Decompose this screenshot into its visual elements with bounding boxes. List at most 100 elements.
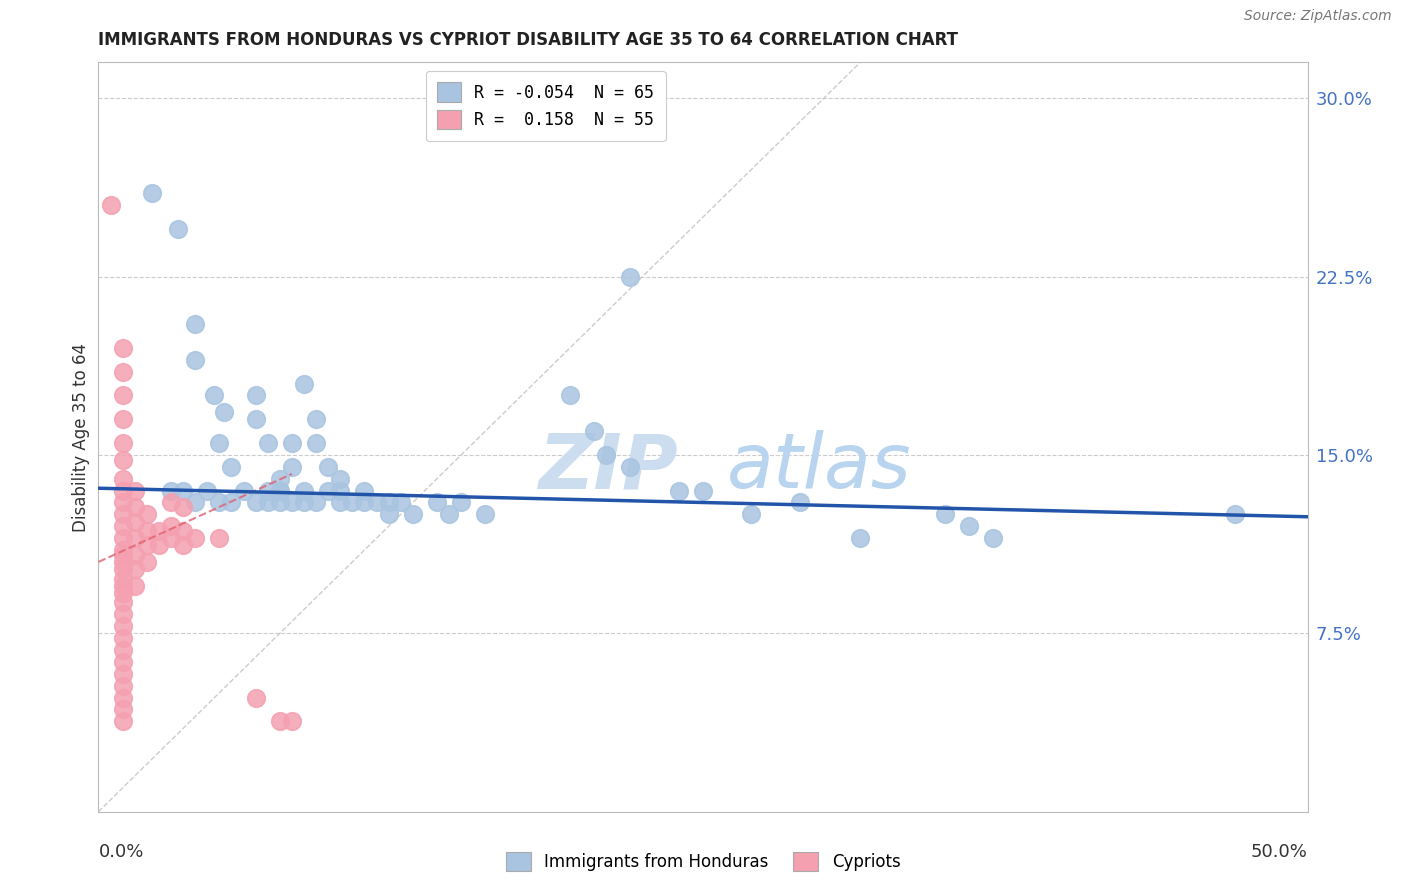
- Point: [245, 690, 267, 705]
- Point: [111, 619, 134, 633]
- Point: [377, 508, 399, 522]
- Point: [141, 186, 163, 201]
- Point: [111, 495, 134, 509]
- Point: [934, 508, 956, 522]
- Point: [366, 495, 388, 509]
- Point: [111, 679, 134, 693]
- Point: [256, 495, 278, 509]
- Point: [111, 562, 134, 576]
- Point: [849, 531, 872, 545]
- Point: [245, 412, 267, 426]
- Point: [111, 702, 134, 716]
- Point: [245, 388, 267, 402]
- Point: [1223, 508, 1246, 522]
- Point: [111, 436, 134, 450]
- Point: [111, 631, 134, 645]
- Point: [124, 562, 146, 576]
- Point: [124, 579, 146, 593]
- Point: [111, 714, 134, 729]
- Point: [135, 538, 157, 552]
- Point: [619, 269, 641, 284]
- Point: [195, 483, 218, 498]
- Point: [292, 495, 315, 509]
- Point: [111, 452, 134, 467]
- Point: [342, 495, 364, 509]
- Point: [111, 572, 134, 586]
- Point: [111, 595, 134, 609]
- Point: [305, 436, 328, 450]
- Point: [256, 436, 278, 450]
- Point: [212, 405, 235, 419]
- Text: IMMIGRANTS FROM HONDURAS VS CYPRIOT DISABILITY AGE 35 TO 64 CORRELATION CHART: IMMIGRANTS FROM HONDURAS VS CYPRIOT DISA…: [98, 31, 959, 49]
- Point: [184, 495, 207, 509]
- Point: [124, 548, 146, 562]
- Point: [437, 508, 460, 522]
- Point: [148, 538, 170, 552]
- Point: [111, 412, 134, 426]
- Point: [740, 508, 762, 522]
- Point: [692, 483, 714, 498]
- Point: [256, 483, 278, 498]
- Point: [305, 412, 328, 426]
- Point: [316, 483, 339, 498]
- Point: [160, 483, 183, 498]
- Point: [135, 555, 157, 569]
- Point: [281, 714, 304, 729]
- Point: [450, 495, 472, 509]
- Y-axis label: Disability Age 35 to 64: Disability Age 35 to 64: [72, 343, 90, 532]
- Point: [269, 483, 291, 498]
- Legend: Immigrants from Honduras, Cypriots: Immigrants from Honduras, Cypriots: [498, 843, 908, 880]
- Point: [100, 198, 122, 212]
- Point: [292, 376, 315, 391]
- Point: [111, 341, 134, 355]
- Point: [329, 495, 352, 509]
- Point: [377, 495, 399, 509]
- Point: [148, 524, 170, 538]
- Text: ZIP: ZIP: [538, 430, 679, 504]
- Point: [208, 495, 231, 509]
- Point: [111, 483, 134, 498]
- Point: [111, 555, 134, 569]
- Point: [353, 483, 375, 498]
- Point: [135, 524, 157, 538]
- Point: [305, 495, 328, 509]
- Point: [426, 495, 449, 509]
- Legend: R = -0.054  N = 65, R =  0.158  N = 55: R = -0.054 N = 65, R = 0.158 N = 55: [426, 70, 666, 141]
- Point: [160, 531, 183, 545]
- Point: [111, 666, 134, 681]
- Point: [353, 495, 375, 509]
- Point: [981, 531, 1004, 545]
- Point: [269, 714, 291, 729]
- Point: [208, 436, 231, 450]
- Point: [160, 495, 183, 509]
- Point: [124, 515, 146, 529]
- Point: [789, 495, 811, 509]
- Point: [111, 365, 134, 379]
- Point: [172, 538, 194, 552]
- Point: [184, 317, 207, 331]
- Point: [184, 352, 207, 367]
- Point: [111, 531, 134, 545]
- Point: [245, 495, 267, 509]
- Point: [124, 500, 146, 515]
- Point: [111, 690, 134, 705]
- Point: [389, 495, 412, 509]
- Text: atlas: atlas: [727, 430, 911, 504]
- Point: [583, 424, 606, 438]
- Point: [474, 508, 496, 522]
- Point: [558, 388, 581, 402]
- Point: [208, 531, 231, 545]
- Point: [124, 483, 146, 498]
- Point: [269, 495, 291, 509]
- Point: [111, 508, 134, 522]
- Point: [111, 472, 134, 486]
- Point: [172, 524, 194, 538]
- Point: [172, 483, 194, 498]
- Text: 0.0%: 0.0%: [98, 843, 143, 861]
- Point: [957, 519, 980, 533]
- Point: [281, 436, 304, 450]
- Point: [111, 543, 134, 558]
- Point: [111, 607, 134, 622]
- Point: [619, 459, 641, 474]
- Text: Source: ZipAtlas.com: Source: ZipAtlas.com: [1244, 9, 1392, 23]
